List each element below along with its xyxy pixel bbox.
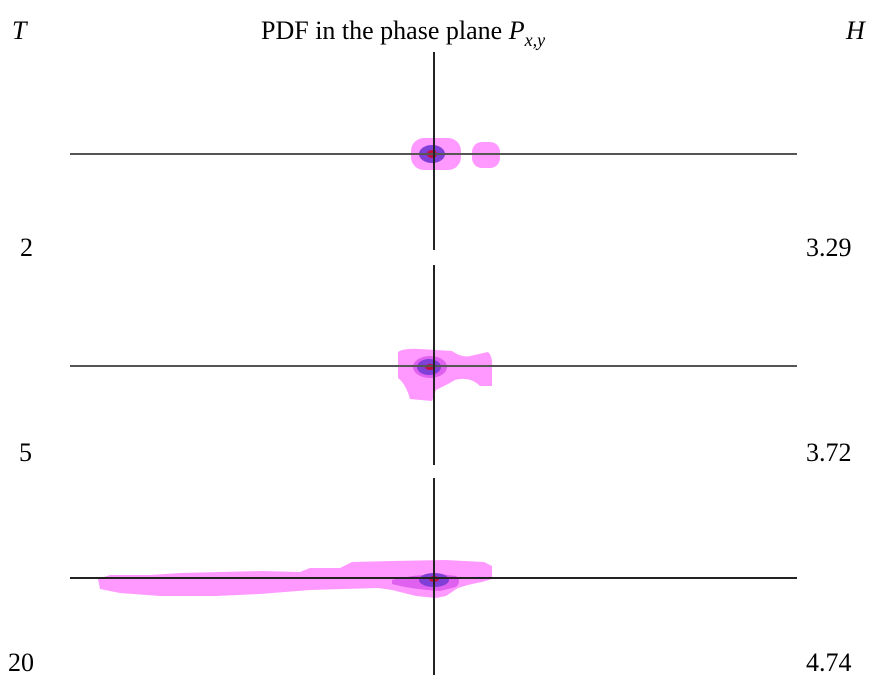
figure-title: PDF in the phase plane Px,y [261, 16, 545, 49]
h-value-3: 4.74 [806, 648, 852, 677]
h-column-header: H [846, 16, 865, 45]
phase-plane-panel-1 [70, 52, 797, 250]
density-blob-2 [398, 348, 493, 401]
title-text: PDF in the phase plane [261, 16, 509, 45]
h-value-1: 3.29 [806, 233, 852, 262]
title-subscript: x,y [524, 30, 546, 50]
title-symbol: P [508, 16, 525, 45]
h-value-2: 3.72 [806, 438, 852, 467]
t-value-3: 20 [8, 648, 34, 677]
t-column-header: T [12, 16, 27, 45]
phase-plane-panel-3 [70, 478, 797, 675]
phase-plane-panel-2 [70, 265, 797, 465]
density-region-low [398, 348, 493, 401]
t-value-2: 5 [19, 438, 32, 467]
t-value-1: 2 [20, 233, 33, 262]
